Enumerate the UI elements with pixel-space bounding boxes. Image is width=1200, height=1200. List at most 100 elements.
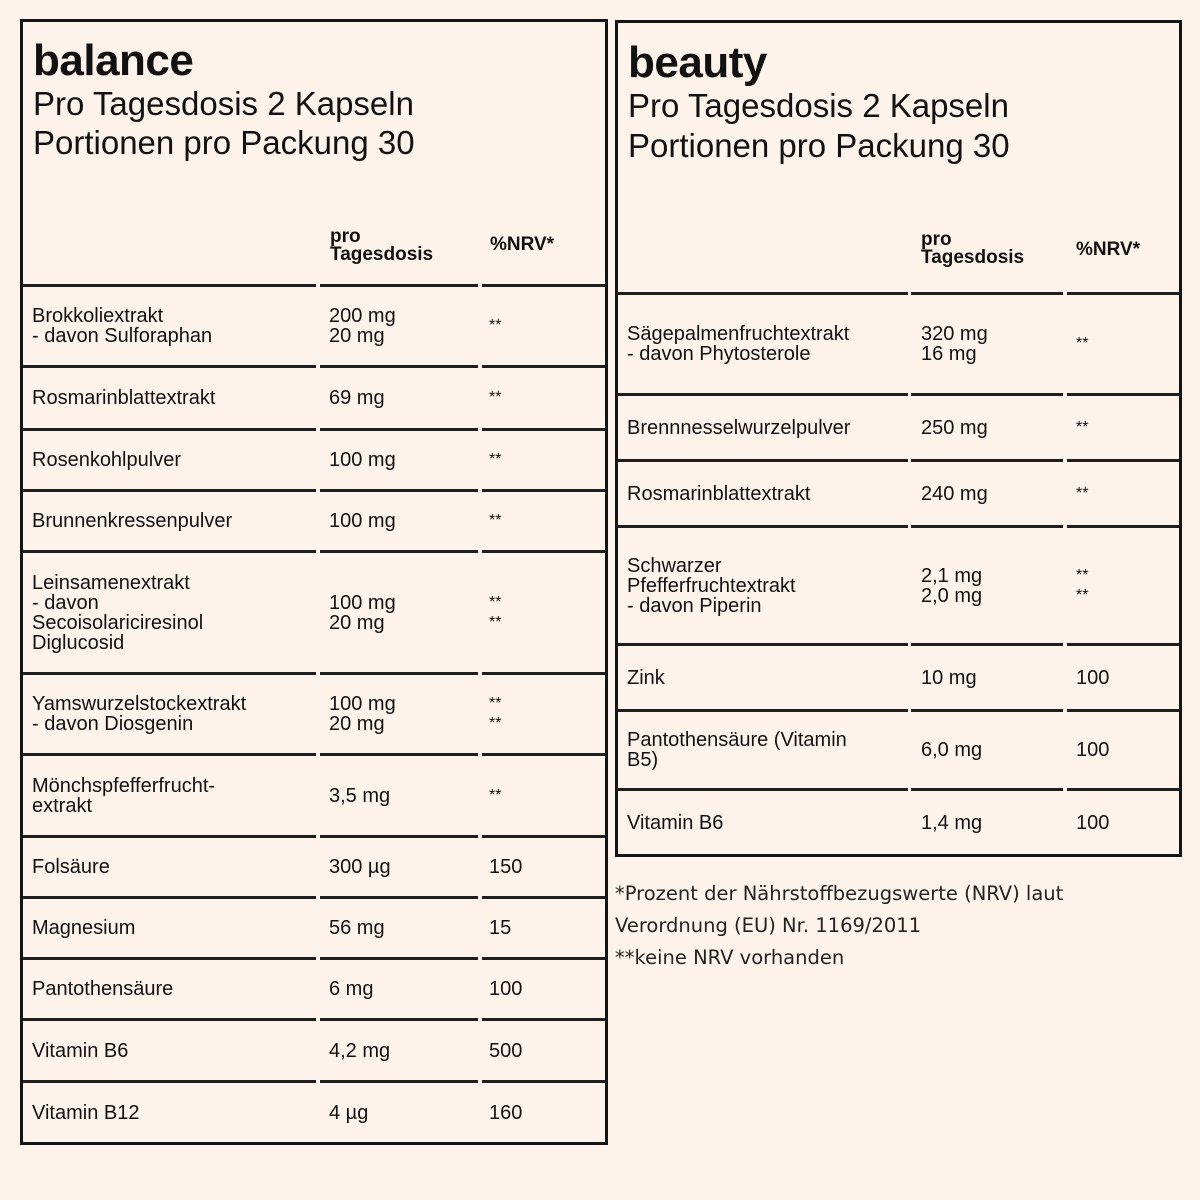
row-divider	[911, 643, 1063, 646]
ingredient-name: Brennnesselwurzelpulver	[627, 416, 851, 439]
dose-value: 10 mg	[921, 666, 977, 689]
row-divider	[618, 709, 908, 712]
row-divider	[482, 1018, 605, 1021]
servings-info: Portionen pro Packung 30	[628, 127, 1010, 164]
row-divider	[23, 672, 316, 675]
row-divider	[320, 957, 478, 960]
row-divider	[320, 365, 478, 368]
table-row: Vitamin B6 1,4 mg 100	[618, 791, 1179, 854]
ingredient-name: Rosmarinblattextrakt	[627, 482, 811, 505]
row-divider	[1067, 788, 1179, 791]
row-divider	[1067, 292, 1179, 295]
row-divider	[23, 365, 316, 368]
row-divider	[23, 896, 316, 899]
nrv-value: 500	[489, 1039, 523, 1062]
row-divider	[482, 896, 605, 899]
row-divider	[618, 292, 908, 295]
nrv-value: 100	[1076, 811, 1110, 834]
row-divider	[911, 525, 1063, 528]
table-row: Zink 10 mg 100	[618, 646, 1179, 709]
row-divider	[482, 365, 605, 368]
nrv-value: 150	[489, 856, 523, 878]
nrv-value: **	[489, 451, 502, 468]
nrv-value: 100	[1076, 739, 1110, 761]
row-divider	[320, 753, 478, 756]
table-row: Magnesium 56 mg 15	[23, 899, 605, 957]
row-divider	[618, 393, 908, 396]
dose-value: 100 mg 20 mg	[329, 591, 396, 634]
nrv-value: ** **	[489, 695, 502, 732]
row-divider	[23, 753, 316, 756]
balance-panel: balance Pro Tagesdosis 2 Kapseln Portion…	[20, 19, 608, 1145]
ingredient-name: Folsäure	[32, 856, 110, 878]
row-divider	[618, 525, 908, 528]
table-row: Pantothensäure (Vitamin B5) 6,0 mg 100	[618, 712, 1179, 788]
nrv-value: ** **	[1076, 566, 1089, 604]
row-divider	[911, 788, 1063, 791]
row-divider	[320, 672, 478, 675]
row-divider	[618, 643, 908, 646]
ingredient-name: Vitamin B6	[32, 1039, 129, 1062]
dose-value: 100 mg	[329, 510, 396, 532]
ingredient-name: Sägepalmenfruchtextrakt - davon Phytoste…	[627, 323, 850, 365]
ingredient-name: Pantothensäure	[32, 978, 174, 1000]
dose-value: 320 mg 16 mg	[921, 323, 988, 365]
nrv-value: ** **	[489, 593, 502, 631]
ingredient-name: Rosmarinblattextrakt	[32, 387, 216, 409]
nrv-value: 15	[489, 917, 512, 939]
nrv-value: **	[489, 389, 502, 406]
row-divider	[1067, 459, 1179, 462]
ingredient-name: Schwarzer Pfefferfruchtextrakt - davon P…	[627, 554, 796, 617]
row-divider	[23, 428, 316, 431]
row-divider	[320, 835, 478, 838]
row-divider	[23, 1018, 316, 1021]
table-row: Leinsamenextrakt - davon Secoisolaricire…	[23, 553, 605, 672]
row-divider	[23, 957, 316, 960]
nrv-value: 100	[489, 978, 523, 1000]
table-row: Vitamin B12 4 µg 160	[23, 1083, 605, 1142]
row-divider	[320, 1018, 478, 1021]
ingredient-name: Pantothensäure (Vitamin B5)	[627, 729, 847, 771]
dose-value: 250 mg	[921, 416, 988, 439]
table-row: Yamswurzelstockextrakt - davon Diosgenin…	[23, 675, 605, 753]
table-row: Sägepalmenfruchtextrakt - davon Phytoste…	[618, 295, 1179, 393]
dose-value: 6 mg	[329, 978, 374, 1000]
row-divider	[320, 896, 478, 899]
nrv-value: **	[489, 786, 502, 804]
table-row: Schwarzer Pfefferfruchtextrakt - davon P…	[618, 528, 1179, 643]
nrv-value: **	[489, 512, 502, 529]
ingredient-name: Leinsamenextrakt - davon Secoisolaricire…	[32, 571, 204, 654]
dose-value: 4,2 mg	[329, 1039, 391, 1062]
dose-value: 1,4 mg	[921, 811, 983, 834]
row-divider	[320, 550, 478, 553]
ingredient-name: Zink	[627, 666, 665, 689]
dose-value: 300 µg	[329, 856, 391, 878]
table-row: Vitamin B6 4,2 mg 500	[23, 1021, 605, 1080]
product-title: beauty	[628, 38, 767, 87]
row-divider	[23, 835, 316, 838]
product-title: balance	[33, 36, 194, 85]
header-per-dose: pro Tagesdosis	[921, 229, 1025, 268]
row-divider	[911, 292, 1063, 295]
nrv-value: 160	[489, 1101, 523, 1124]
row-divider	[1067, 709, 1179, 712]
row-divider	[911, 459, 1063, 462]
table-row: Brunnenkressenpulver 100 mg **	[23, 492, 605, 550]
row-divider	[618, 788, 908, 791]
nrv-value: 100	[1076, 666, 1110, 689]
table-row: Pantothensäure 6 mg 100	[23, 960, 605, 1018]
ingredient-name: Magnesium	[32, 917, 136, 939]
row-divider	[482, 1080, 605, 1083]
ingredient-name: Rosenkohlpulver	[32, 449, 181, 471]
servings-info: Portionen pro Packung 30	[33, 124, 415, 161]
footnote-regulation: Verordnung (EU) Nr. 1169/2011	[615, 914, 922, 937]
ingredient-name: Yamswurzelstockextrakt - davon Diosgenin	[32, 693, 247, 735]
dose-value: 56 mg	[329, 917, 385, 939]
ingredient-name: Mönchspfefferfrucht- extrakt	[32, 774, 216, 817]
row-divider	[23, 284, 316, 287]
row-divider	[1067, 393, 1179, 396]
row-divider	[320, 1080, 478, 1083]
row-divider	[911, 709, 1063, 712]
table-row: Rosmarinblattextrakt 69 mg **	[23, 368, 605, 428]
row-divider	[23, 550, 316, 553]
